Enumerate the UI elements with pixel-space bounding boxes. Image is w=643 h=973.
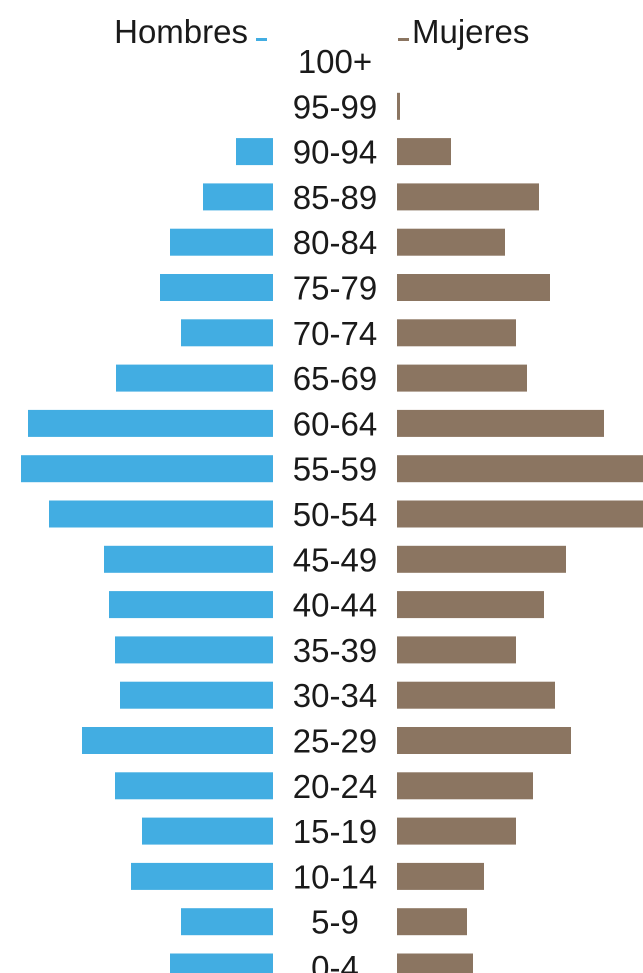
bar-hombres-70-74 — [181, 319, 273, 347]
bar-mujeres-60-64 — [397, 409, 604, 437]
bar-hombres-75-79 — [160, 274, 273, 301]
bar-hombres-50-54 — [49, 500, 273, 528]
legend-mujeres-label: Mujeres — [412, 13, 529, 50]
age-label-0-4: 0-4 — [311, 949, 359, 973]
bar-mujeres-10-14 — [397, 862, 484, 890]
bar-hombres-5-9 — [181, 908, 273, 936]
bar-hombres-90-94 — [236, 138, 273, 166]
age-label-30-34: 30-34 — [293, 677, 377, 714]
bar-hombres-35-39 — [115, 636, 273, 664]
age-label-45-49: 45-49 — [293, 541, 377, 578]
age-label-75-79: 75-79 — [293, 270, 377, 307]
bar-hombres-55-59 — [21, 455, 273, 483]
age-label-65-69: 65-69 — [293, 360, 377, 397]
age-label-35-39: 35-39 — [293, 632, 377, 669]
bar-mujeres-50-54 — [397, 500, 643, 528]
bar-hombres-0-4 — [170, 953, 273, 973]
bar-mujeres-45-49 — [397, 545, 566, 573]
bar-hombres-15-19 — [142, 817, 273, 845]
bar-mujeres-5-9 — [397, 908, 467, 936]
age-label-25-29: 25-29 — [293, 723, 377, 760]
bar-hombres-85-89 — [203, 183, 273, 211]
bar-mujeres-65-69 — [397, 364, 527, 392]
legend-hombres-label: Hombres — [114, 13, 248, 50]
bar-mujeres-30-34 — [397, 681, 555, 709]
bar-hombres-10-14 — [131, 862, 273, 890]
age-label-85-89: 85-89 — [293, 179, 377, 216]
legend-hombres-marker — [256, 38, 267, 41]
bar-hombres-45-49 — [104, 545, 273, 573]
bar-mujeres-25-29 — [397, 727, 571, 754]
legend-mujeres-marker — [398, 38, 409, 41]
legend: Hombres Mujeres — [114, 13, 529, 50]
age-label-90-94: 90-94 — [293, 134, 377, 171]
age-label-70-74: 70-74 — [293, 315, 377, 352]
bar-hombres-25-29 — [82, 727, 273, 754]
bar-mujeres-90-94 — [397, 138, 451, 166]
age-label-40-44: 40-44 — [293, 587, 377, 624]
bar-mujeres-0-4 — [397, 953, 473, 973]
age-label-5-9: 5-9 — [311, 904, 359, 941]
age-label-95-99: 95-99 — [293, 88, 377, 125]
bar-mujeres-35-39 — [397, 636, 516, 664]
bar-hombres-40-44 — [109, 591, 273, 619]
age-label-20-24: 20-24 — [293, 768, 377, 805]
age-label-15-19: 15-19 — [293, 813, 377, 850]
bar-mujeres-20-24 — [397, 772, 533, 800]
bar-mujeres-85-89 — [397, 183, 539, 211]
bar-mujeres-80-84 — [397, 228, 505, 256]
bar-mujeres-75-79 — [397, 274, 550, 301]
age-label-80-84: 80-84 — [293, 224, 377, 261]
bar-mujeres-70-74 — [397, 319, 516, 347]
age-label-100-plus: 100+ — [298, 43, 372, 80]
bar-mujeres-40-44 — [397, 591, 544, 619]
bar-mujeres-95-99 — [397, 92, 400, 120]
bar-hombres-60-64 — [28, 409, 273, 437]
bar-hombres-30-34 — [120, 681, 273, 709]
bar-mujeres-15-19 — [397, 817, 516, 845]
pyramid-rows: 100+ 95-99 90-94 85-89 80-84 75-79 70-74 65-69 6… — [21, 43, 643, 973]
age-label-55-59: 55-59 — [293, 451, 377, 488]
bar-mujeres-55-59 — [397, 455, 643, 483]
age-label-10-14: 10-14 — [293, 858, 377, 895]
age-label-60-64: 60-64 — [293, 405, 377, 442]
age-label-50-54: 50-54 — [293, 496, 377, 533]
bar-hombres-65-69 — [116, 364, 273, 392]
bar-hombres-20-24 — [115, 772, 273, 800]
bar-hombres-80-84 — [170, 228, 273, 256]
